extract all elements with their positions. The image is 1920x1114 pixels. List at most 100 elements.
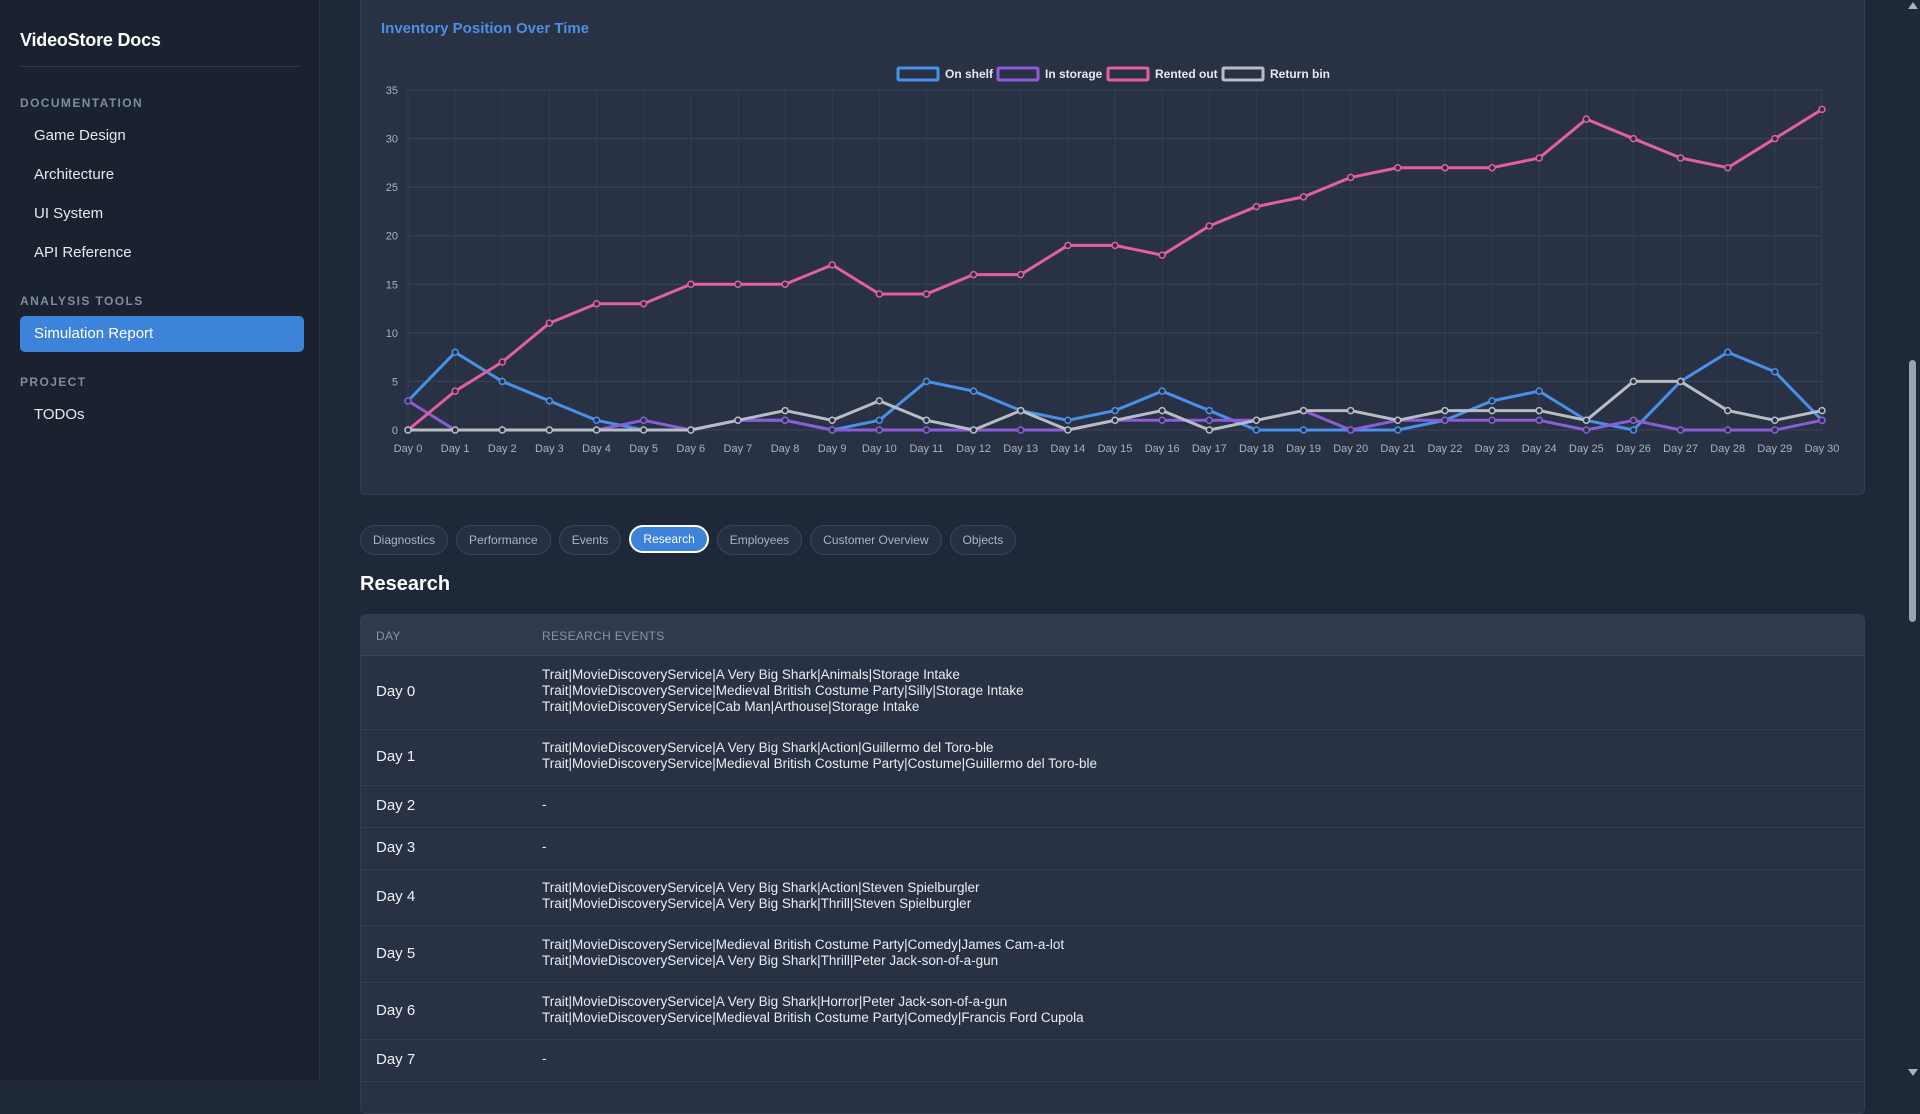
data-point: [922, 290, 931, 298]
research-event-line: -: [542, 797, 547, 812]
legend-swatch: [896, 66, 940, 82]
tab-research[interactable]: Research: [629, 525, 709, 553]
x-tick-label: Day 16: [1145, 443, 1180, 455]
data-point: [1488, 163, 1496, 172]
data-point: [592, 299, 601, 308]
legend-swatch: [1106, 66, 1150, 82]
sidebar-item-game-design[interactable]: Game Design: [34, 127, 126, 144]
data-point: [875, 397, 884, 405]
x-tick-label: Day 30: [1805, 443, 1840, 455]
x-tick-label: Day 27: [1663, 443, 1698, 455]
data-point: [1488, 406, 1496, 415]
brand-title[interactable]: VideoStore Docs: [20, 30, 161, 50]
research-events-cell: -: [542, 839, 547, 855]
research-table: DAY RESEARCH EVENTS Day 0 Trait|MovieDisc…: [360, 614, 1865, 1114]
data-point: [875, 426, 884, 434]
data-point: [1535, 154, 1543, 162]
scroll-up-arrow-icon[interactable]: [1908, 2, 1918, 9]
data-point: [969, 270, 978, 279]
day-cell: Day 2: [376, 797, 416, 814]
tab-performance[interactable]: Performance: [456, 525, 551, 555]
data-point: [1629, 377, 1638, 386]
column-header-day: DAY: [376, 629, 401, 643]
data-point: [639, 426, 648, 434]
table-row: Day 0 Trait|MovieDiscoveryService|A Very …: [361, 655, 1864, 730]
data-point: [1299, 193, 1308, 201]
page-scrollbar[interactable]: [1904, 0, 1920, 1080]
research-events-cell: -: [542, 1051, 547, 1067]
tab-diagnostics[interactable]: Diagnostics: [360, 525, 449, 555]
data-point: [1582, 426, 1591, 434]
data-point: [969, 426, 978, 434]
scroll-down-arrow-icon[interactable]: [1908, 1069, 1918, 1076]
y-tick-label: 0: [392, 425, 398, 437]
tab-events[interactable]: Events: [558, 525, 622, 555]
x-tick-label: Day 20: [1333, 443, 1368, 455]
x-tick-label: Day 1: [441, 443, 470, 455]
data-point: [1252, 416, 1261, 425]
research-event-line: Trait|MovieDiscoveryService|A Very Big S…: [542, 993, 1008, 1009]
x-tick-label: Day 13: [1003, 443, 1038, 455]
sidebar-item-api-reference[interactable]: API Reference: [34, 244, 132, 261]
data-point: [498, 377, 507, 386]
data-point: [639, 416, 648, 425]
data-point: [828, 426, 836, 434]
tab-employees[interactable]: Employees: [716, 525, 803, 555]
research-events-cell: Trait|MovieDiscoveryService|A Very Big S…: [542, 994, 1084, 1026]
sidebar-divider: [20, 66, 300, 67]
x-tick-label: Day 3: [535, 443, 564, 455]
column-header-research-events: RESEARCH EVENTS: [542, 629, 665, 643]
x-tick-label: Day 2: [488, 443, 517, 455]
tab-customer-overview[interactable]: Customer Overview: [810, 525, 942, 555]
data-point: [1111, 241, 1119, 250]
data-point: [1346, 406, 1355, 415]
x-tick-label: Day 14: [1050, 443, 1085, 455]
day-cell: Day 0: [376, 683, 416, 700]
section-title: Research: [360, 573, 451, 595]
data-point: [404, 397, 412, 405]
x-tick-label: Day 29: [1757, 443, 1792, 455]
table-row: Day 4 Trait|MovieDiscoveryService|A Very …: [361, 869, 1864, 926]
data-point: [1205, 222, 1214, 230]
x-tick-label: Day 28: [1710, 443, 1745, 455]
research-event-line: Trait|MovieDiscoveryService|Medieval Bri…: [542, 683, 1024, 698]
sidebar-item-todos[interactable]: TODOs: [34, 406, 85, 423]
table-row: Day 3 -: [361, 827, 1864, 870]
sidebar-item-ui-system[interactable]: UI System: [34, 205, 104, 222]
research-events-cell: Trait|MovieDiscoveryService|Medieval Bri…: [542, 937, 1064, 969]
research-event-line: Trait|MovieDiscoveryService|Cab Man|Arth…: [542, 699, 920, 714]
data-point: [1064, 416, 1072, 425]
data-point: [1016, 270, 1025, 279]
x-tick-label: Day 23: [1475, 443, 1510, 455]
data-point: [875, 290, 884, 298]
data-point: [1205, 416, 1214, 425]
y-tick-label: 25: [386, 182, 398, 194]
data-point: [1346, 426, 1355, 434]
scrollbar-thumb[interactable]: [1909, 360, 1916, 622]
table-row: Day 5 Trait|MovieDiscoveryService|Medieva…: [361, 925, 1864, 983]
data-point: [875, 416, 884, 425]
data-point: [1488, 397, 1496, 405]
x-tick-label: Day 5: [629, 443, 658, 455]
tab-objects[interactable]: Objects: [949, 525, 1017, 555]
research-event-line: -: [542, 839, 547, 854]
data-point: [1771, 134, 1779, 143]
x-tick-label: Day 8: [771, 443, 800, 455]
data-point: [828, 416, 836, 425]
data-point: [922, 426, 931, 434]
x-tick-label: Day 15: [1098, 443, 1133, 455]
data-point: [1064, 241, 1072, 250]
data-point: [687, 426, 695, 434]
x-tick-label: Day 9: [818, 443, 847, 455]
sidebar-item-simulation-report[interactable]: Simulation Report: [20, 316, 304, 352]
inventory-line-chart: 0 5 10 15 20 25 30 35 Day 0 Day 1 Day 2 Day 3 Day 4 D…: [386, 66, 1840, 455]
data-point: [1111, 416, 1119, 425]
sidebar: VideoStore Docs DOCUMENTATION Game Desig…: [0, 0, 320, 1080]
data-point: [451, 387, 459, 395]
data-point: [922, 416, 931, 425]
sidebar-item-architecture[interactable]: Architecture: [34, 166, 115, 183]
data-point: [1818, 406, 1826, 415]
data-point: [498, 358, 507, 366]
nav-section-documentation: DOCUMENTATION: [20, 96, 144, 110]
nav-section-project: PROJECT: [20, 375, 87, 389]
